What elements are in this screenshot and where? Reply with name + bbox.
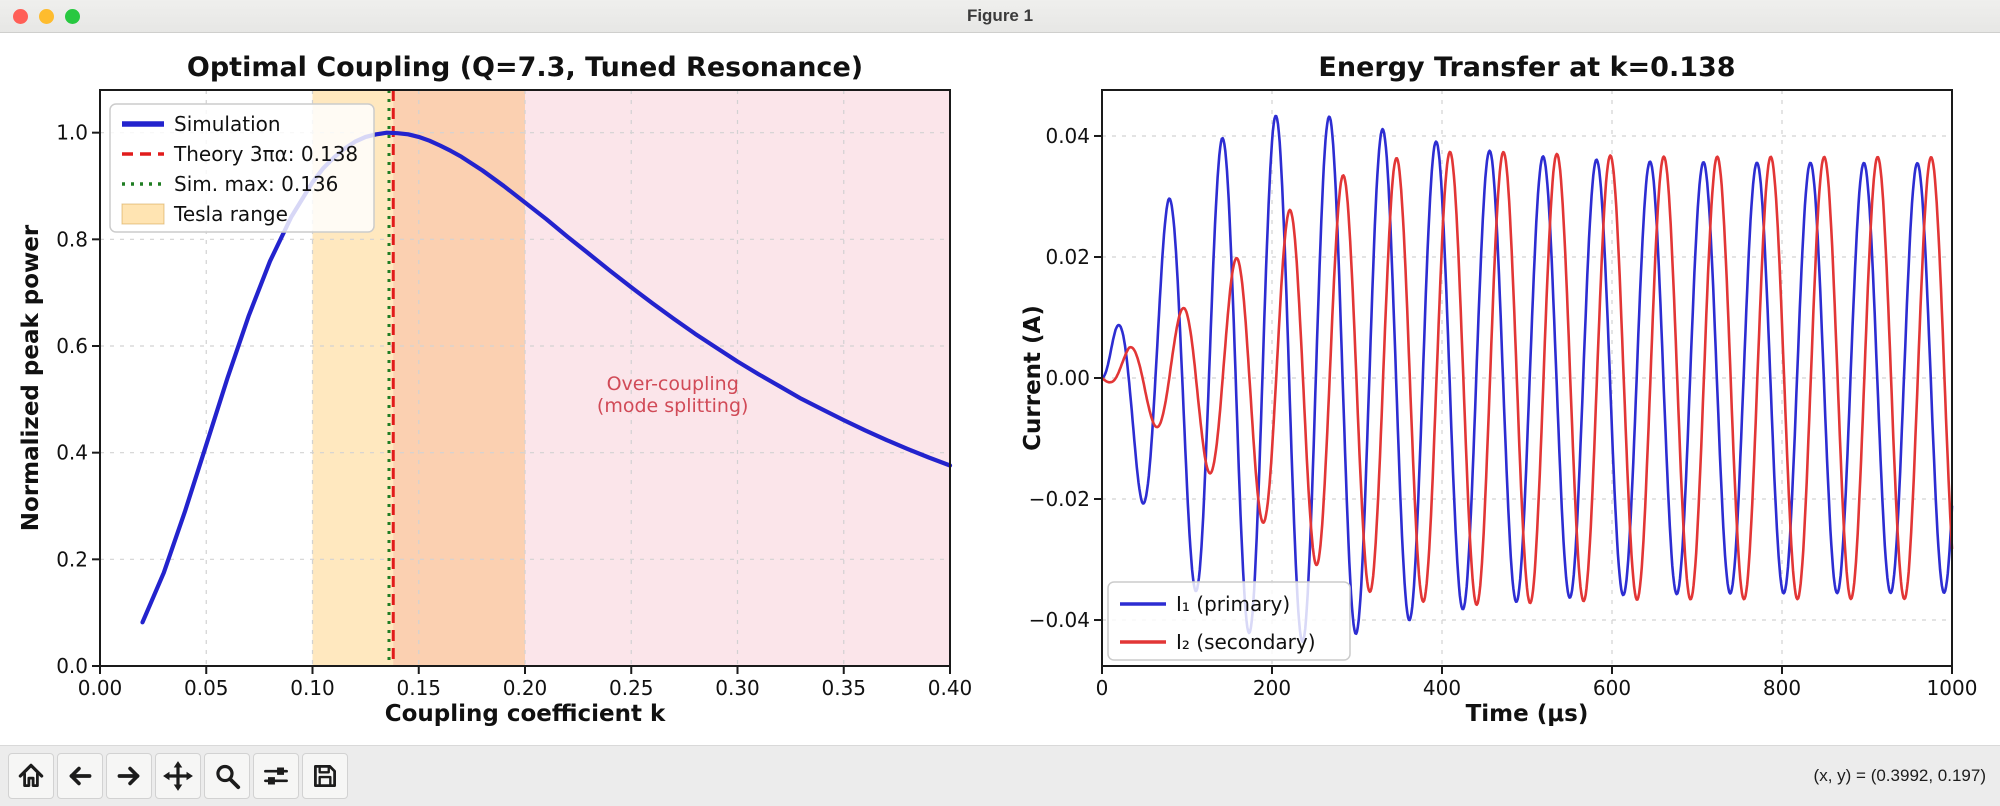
x-axis-label: Time (μs) [1466, 701, 1589, 727]
y-tick-label: 1.0 [56, 121, 88, 145]
back-button[interactable] [57, 753, 103, 799]
x-tick-label: 0.40 [928, 676, 973, 700]
pan-button[interactable] [155, 753, 201, 799]
pan-icon [163, 761, 193, 791]
y-axis-label: Normalized peak power [18, 224, 44, 531]
plot-title: Energy Transfer at k=0.138 [1318, 52, 1735, 83]
legend-label: I₁ (primary) [1176, 592, 1290, 616]
over-coupling-band [393, 90, 950, 666]
legend-label: I₂ (secondary) [1176, 630, 1316, 654]
x-tick-label: 1000 [1927, 676, 1978, 700]
home-button[interactable] [8, 753, 54, 799]
forward-icon [117, 766, 140, 786]
x-tick-label: 0.05 [184, 676, 229, 700]
legend-label: Simulation [174, 112, 281, 136]
y-tick-label: 0.2 [56, 547, 88, 571]
annotation-over-coupling: (mode splitting) [597, 395, 749, 417]
plot-title: Optimal Coupling (Q=7.3, Tuned Resonance… [187, 52, 863, 83]
annotation-over-coupling: Over-coupling [607, 373, 739, 395]
y-tick-label: 0.4 [56, 441, 88, 465]
nav-toolbar: (x, y) = (0.3992, 0.197) [0, 745, 2000, 806]
zoom-button[interactable] [204, 753, 250, 799]
plot-optimal-coupling: Over-coupling(mode splitting) 0.00 0.05 0.1… [18, 52, 972, 727]
configure-subplots-button[interactable] [253, 753, 299, 799]
legend: I₁ (primary) I₂ (secondary) [1107, 581, 1351, 661]
x-tick-label: 0.20 [503, 676, 548, 700]
plot-energy-transfer: 0 200 400 600 800 1000 −0.04 −0.02 0.00 0.02 0.04 E… [1020, 52, 1977, 727]
legend-label: Tesla range [173, 202, 288, 226]
y-tick-label: 0.0 [56, 654, 88, 678]
titlebar: Figure 1 [0, 0, 2000, 33]
back-icon [69, 766, 92, 786]
y-tick-label: 0.04 [1045, 124, 1090, 148]
legend: Simulation Theory 3πα: 0.138 Sim. max: 0.1… [109, 103, 375, 233]
traffic-lights [13, 9, 80, 24]
legend-label: Theory 3πα: 0.138 [173, 142, 358, 166]
x-tick-label: 0.10 [290, 676, 335, 700]
close-button[interactable] [13, 9, 28, 24]
legend-swatch-patch [121, 203, 165, 225]
cursor-coords-readout: (x, y) = (0.3992, 0.197) [1813, 766, 1986, 785]
save-icon [314, 765, 336, 787]
home-icon [18, 763, 44, 787]
x-tick-label: 0.15 [396, 676, 441, 700]
y-tick-label: −0.02 [1029, 487, 1090, 511]
minimize-button[interactable] [39, 9, 54, 24]
y-axis-label: Current (A) [1020, 305, 1046, 451]
x-tick-label: 200 [1253, 676, 1291, 700]
y-tick-label: 0.6 [56, 334, 88, 358]
legend-box [109, 103, 375, 233]
x-tick-label: 600 [1593, 676, 1631, 700]
plots-canvas[interactable]: Over-coupling(mode splitting)0.00 0.05 0.1… [0, 33, 2000, 745]
zoom-window-button[interactable] [65, 9, 80, 24]
y-tick-label: 0.00 [1045, 366, 1090, 390]
x-tick-label: 400 [1423, 676, 1461, 700]
x-tick-label: 0.30 [715, 676, 760, 700]
configure-subplots-icon [264, 767, 288, 785]
window-title: Figure 1 [966, 6, 1034, 25]
series-i₂-secondary- [1100, 150, 1954, 607]
zoom-icon [216, 764, 241, 790]
x-tick-label: 0.35 [821, 676, 866, 700]
save-button[interactable] [302, 753, 348, 799]
x-tick-label: 800 [1763, 676, 1801, 700]
forward-button[interactable] [106, 753, 152, 799]
y-tick-label: −0.04 [1029, 608, 1090, 632]
y-tick-label: 0.8 [56, 227, 88, 251]
x-axis-label: Coupling coefficient k [385, 701, 666, 727]
legend-box [1107, 581, 1351, 661]
x-tick-label: 0.00 [78, 676, 123, 700]
y-tick-label: 0.02 [1045, 245, 1090, 269]
x-tick-label: 0.25 [609, 676, 654, 700]
x-tick-label: 0 [1096, 676, 1109, 700]
toolbar-buttons [8, 753, 351, 799]
series-i₁-primary- [1100, 114, 1954, 644]
legend-label: Sim. max: 0.136 [174, 172, 338, 196]
